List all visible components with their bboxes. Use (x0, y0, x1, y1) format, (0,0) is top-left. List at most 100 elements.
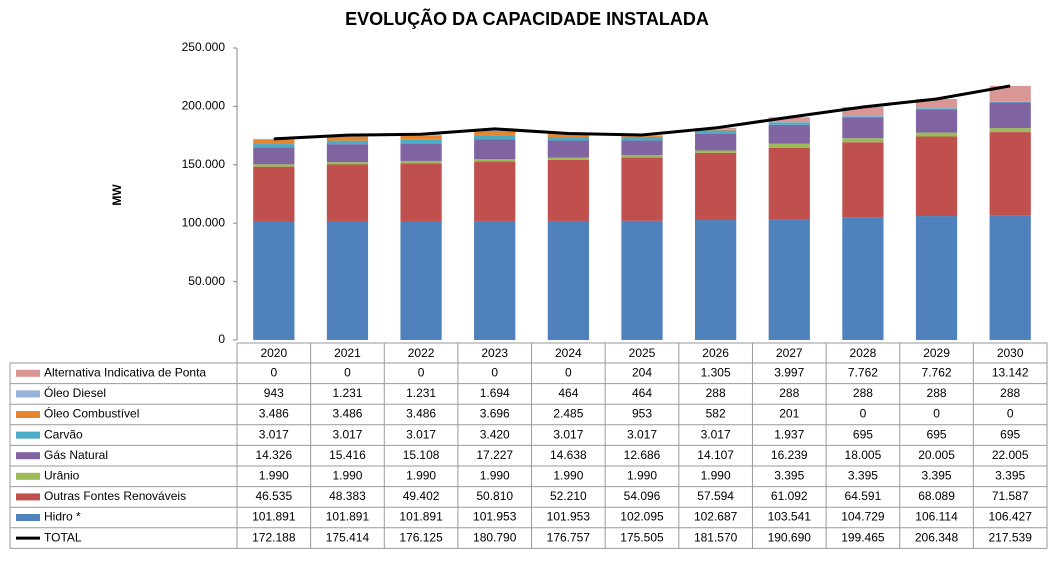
legend-swatch (16, 493, 40, 501)
bar-segment (326, 140, 369, 145)
legend-label: Urânio (44, 468, 80, 482)
table-value: 52.210 (550, 489, 587, 503)
table-value: 3.395 (848, 468, 878, 482)
bar-segment (768, 219, 810, 340)
bar-segment (915, 132, 958, 137)
table-value: 1.990 (332, 468, 362, 482)
bar-segment (842, 138, 884, 143)
x-tick-label: 2028 (850, 346, 877, 360)
bar-segment (989, 132, 1031, 216)
table-value: 953 (632, 407, 652, 421)
bar-segment (695, 152, 737, 221)
legend-swatch (16, 369, 40, 377)
table-value: 0 (565, 365, 572, 379)
table-value: 175.414 (326, 530, 370, 544)
table-value: 3.017 (259, 427, 289, 441)
x-tick-label: 2029 (923, 346, 950, 360)
table-value: 3.997 (774, 365, 804, 379)
bar-segment (768, 122, 810, 125)
bar-segment (400, 139, 442, 144)
table-value: 20.005 (918, 448, 955, 462)
bar-segment (326, 144, 369, 163)
table-value: 0 (860, 407, 867, 421)
bar-segment (621, 140, 663, 156)
table-value: 104.729 (841, 510, 885, 524)
bar-segment (400, 163, 442, 221)
table-value: 0 (344, 365, 351, 379)
bar-segment (326, 136, 369, 141)
bar-segment (547, 159, 589, 221)
table-value: 102.095 (620, 510, 664, 524)
table-value: 17.227 (476, 448, 513, 462)
y-tick-label: 150.000 (182, 157, 226, 171)
bar-segment (253, 138, 295, 140)
bar-segment (695, 220, 737, 340)
bar-segment (621, 136, 663, 141)
table-value: 288 (1000, 386, 1020, 400)
table-value: 14.107 (697, 448, 734, 462)
bar-segment (768, 147, 810, 220)
table-value: 16.239 (771, 448, 808, 462)
table-value: 175.505 (620, 530, 664, 544)
table-value: 0 (933, 407, 940, 421)
legend-label: Outras Fontes Renováveis (44, 489, 186, 503)
table-value: 190.690 (768, 530, 812, 544)
table-value: 106.427 (988, 510, 1032, 524)
table-value: 0 (491, 365, 498, 379)
bar-segment (547, 136, 589, 141)
table-value: 103.541 (768, 510, 812, 524)
bar-segment (768, 124, 810, 144)
table-value: 7.762 (922, 365, 952, 379)
legend-label: Carvão (44, 427, 83, 441)
table-value: 3.017 (701, 427, 731, 441)
y-tick-label: 50.000 (188, 274, 225, 288)
table-value: 3.486 (406, 407, 436, 421)
table-value: 15.416 (329, 448, 366, 462)
table-value: 206.348 (915, 530, 959, 544)
table-value: 181.570 (694, 530, 738, 544)
table-value: 13.142 (992, 365, 1029, 379)
y-tick-label: 100.000 (182, 215, 226, 229)
table-value: 101.891 (252, 510, 296, 524)
bar-segment (695, 130, 737, 134)
table-value: 1.937 (774, 427, 804, 441)
table-value: 695 (927, 427, 947, 441)
table-value: 15.108 (403, 448, 440, 462)
table-value: 64.591 (845, 489, 882, 503)
bar-segment (915, 136, 958, 217)
table-value: 464 (632, 386, 652, 400)
table-value: 14.326 (255, 448, 292, 462)
table-value: 101.891 (326, 510, 370, 524)
table-value: 582 (706, 407, 726, 421)
legend-label: Óleo Diesel (44, 385, 106, 400)
bar-segment (253, 144, 295, 148)
x-tick-label: 2025 (629, 346, 656, 360)
table-value: 1.990 (259, 468, 289, 482)
legend-swatch (16, 390, 40, 398)
legend-label: TOTAL (44, 530, 82, 544)
bar-segment (695, 150, 737, 153)
bar-segment (695, 129, 737, 131)
table-value: 288 (853, 386, 873, 400)
bar-segment (547, 220, 589, 340)
y-tick-label: 250.000 (182, 40, 226, 54)
y-axis-label: MW (110, 184, 124, 206)
bar-segment (474, 161, 516, 221)
legend-swatch (16, 472, 40, 480)
legend-swatch (16, 514, 40, 521)
bar-segment (547, 134, 589, 137)
bar-segment (842, 217, 884, 340)
table-value: 180.790 (473, 530, 517, 544)
table-value: 1.990 (627, 468, 657, 482)
bar-segment (915, 109, 958, 133)
bar-segment (474, 135, 516, 140)
table-value: 50.810 (476, 489, 513, 503)
bar-segment (326, 162, 369, 165)
table-value: 101.953 (473, 510, 517, 524)
bar-segment (842, 142, 884, 218)
table-value: 695 (1000, 427, 1020, 441)
bar-segment (621, 157, 663, 221)
table-value: 22.005 (992, 448, 1029, 462)
bar-segment (547, 140, 589, 158)
